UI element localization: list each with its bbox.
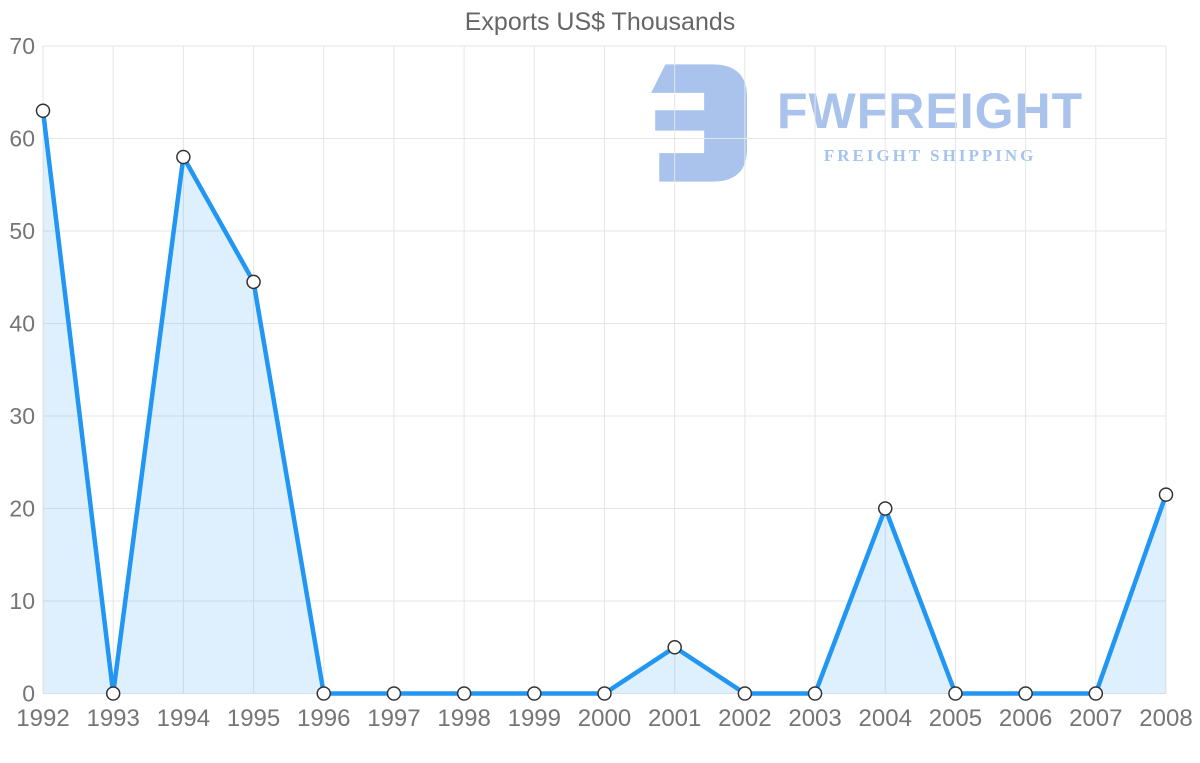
data-point-2002[interactable] — [737, 686, 753, 701]
y-axis-tick-label: 10 — [9, 588, 35, 614]
x-axis-tick-label: 1998 — [437, 705, 490, 732]
x-axis-tick-label: 2007 — [1069, 705, 1122, 732]
y-axis-tick-label: 50 — [9, 218, 35, 244]
x-axis-tick-label: 2008 — [1139, 705, 1192, 732]
data-point-1994[interactable] — [176, 149, 191, 165]
y-axis-tick-label: 0 — [22, 681, 35, 707]
data-point-1997[interactable] — [386, 686, 402, 701]
chart-title: Exports US$ Thousands — [464, 8, 736, 36]
x-axis-tick-label: 1992 — [16, 705, 69, 732]
data-point-2005[interactable] — [948, 686, 963, 701]
x-axis-tick-label: 1999 — [508, 705, 561, 732]
data-point-1999[interactable] — [527, 686, 542, 701]
x-axis-tick-label: 2000 — [578, 705, 631, 732]
fwfreight-logo-icon — [651, 64, 747, 182]
y-axis-tick-label: 30 — [9, 403, 35, 429]
data-point-1995[interactable] — [246, 274, 261, 290]
x-axis-tick-label: 2006 — [999, 705, 1052, 732]
x-axis-tick-label: 1996 — [297, 705, 350, 732]
data-point-1992[interactable] — [35, 103, 51, 118]
y-axis-tick-label: 60 — [9, 126, 35, 152]
x-axis-tick-label: 1994 — [157, 705, 210, 732]
data-point-2008[interactable] — [1158, 487, 1174, 502]
data-point-1996[interactable] — [316, 686, 331, 701]
x-axis-tick-label: 2004 — [859, 705, 912, 732]
series-area-fill — [43, 110, 1166, 694]
data-point-2007[interactable] — [1088, 686, 1104, 701]
x-axis-tick-label: 1997 — [367, 705, 420, 732]
x-axis-tick-label: 2005 — [929, 705, 982, 732]
watermark-tagline-text: FREIGHT SHIPPING — [823, 146, 1037, 165]
data-point-1993[interactable] — [105, 686, 121, 701]
x-axis-tick-label: 2003 — [788, 705, 841, 732]
y-axis-tick-label: 40 — [9, 311, 35, 337]
watermark-brand-text: FWFREIGHT — [777, 83, 1084, 139]
x-axis-tick-label: 1995 — [227, 705, 280, 732]
data-point-2000[interactable] — [597, 686, 612, 701]
y-axis-tick-label: 70 — [9, 33, 35, 59]
watermark-logo: FWFREIGHT FREIGHT SHIPPING — [645, 64, 1083, 182]
x-axis-tick-label: 1993 — [86, 705, 139, 732]
data-point-2006[interactable] — [1018, 686, 1033, 701]
data-point-2003[interactable] — [807, 686, 823, 701]
x-axis-tick-label: 2002 — [718, 705, 771, 732]
data-point-2001[interactable] — [667, 640, 682, 655]
data-point-1998[interactable] — [456, 686, 472, 701]
y-axis-tick-label: 20 — [9, 496, 35, 522]
watermark-text: FWFREIGHT FREIGHT SHIPPING — [777, 86, 1083, 166]
x-axis-tick-label: 2001 — [648, 705, 701, 732]
data-point-2004[interactable] — [878, 501, 893, 516]
